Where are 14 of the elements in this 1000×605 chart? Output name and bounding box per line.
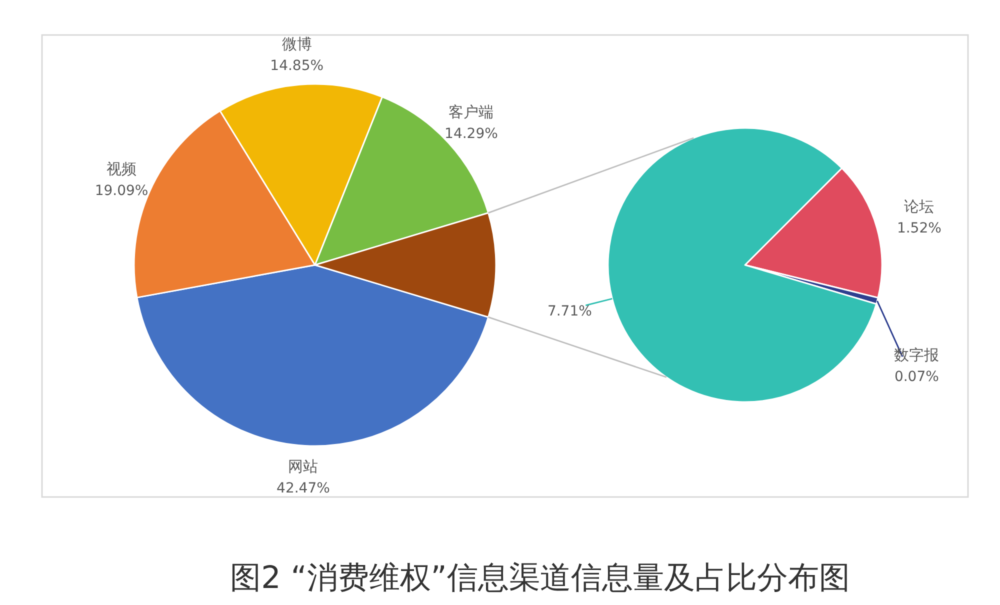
data-label: 14.85% <box>270 58 324 74</box>
slice-label: 客户端 <box>448 103 494 122</box>
data-label: 0.07% <box>894 368 939 385</box>
data-label: 42.47% <box>276 480 330 496</box>
data-label: 7.71% <box>547 303 592 320</box>
slice-label: 视频 <box>106 160 137 178</box>
slice-label: 微博 <box>282 35 312 54</box>
data-label: 19.09% <box>94 182 148 199</box>
slice-label: 论坛 <box>904 197 934 216</box>
slice-label: 数字报 <box>894 346 940 364</box>
data-label: 1.52% <box>896 220 942 236</box>
slice-label: 网站 <box>288 457 318 476</box>
data-label: 14.29% <box>444 126 498 142</box>
text: 图2 “消费维权”信息渠道信息量及占比分布图 <box>230 560 850 596</box>
